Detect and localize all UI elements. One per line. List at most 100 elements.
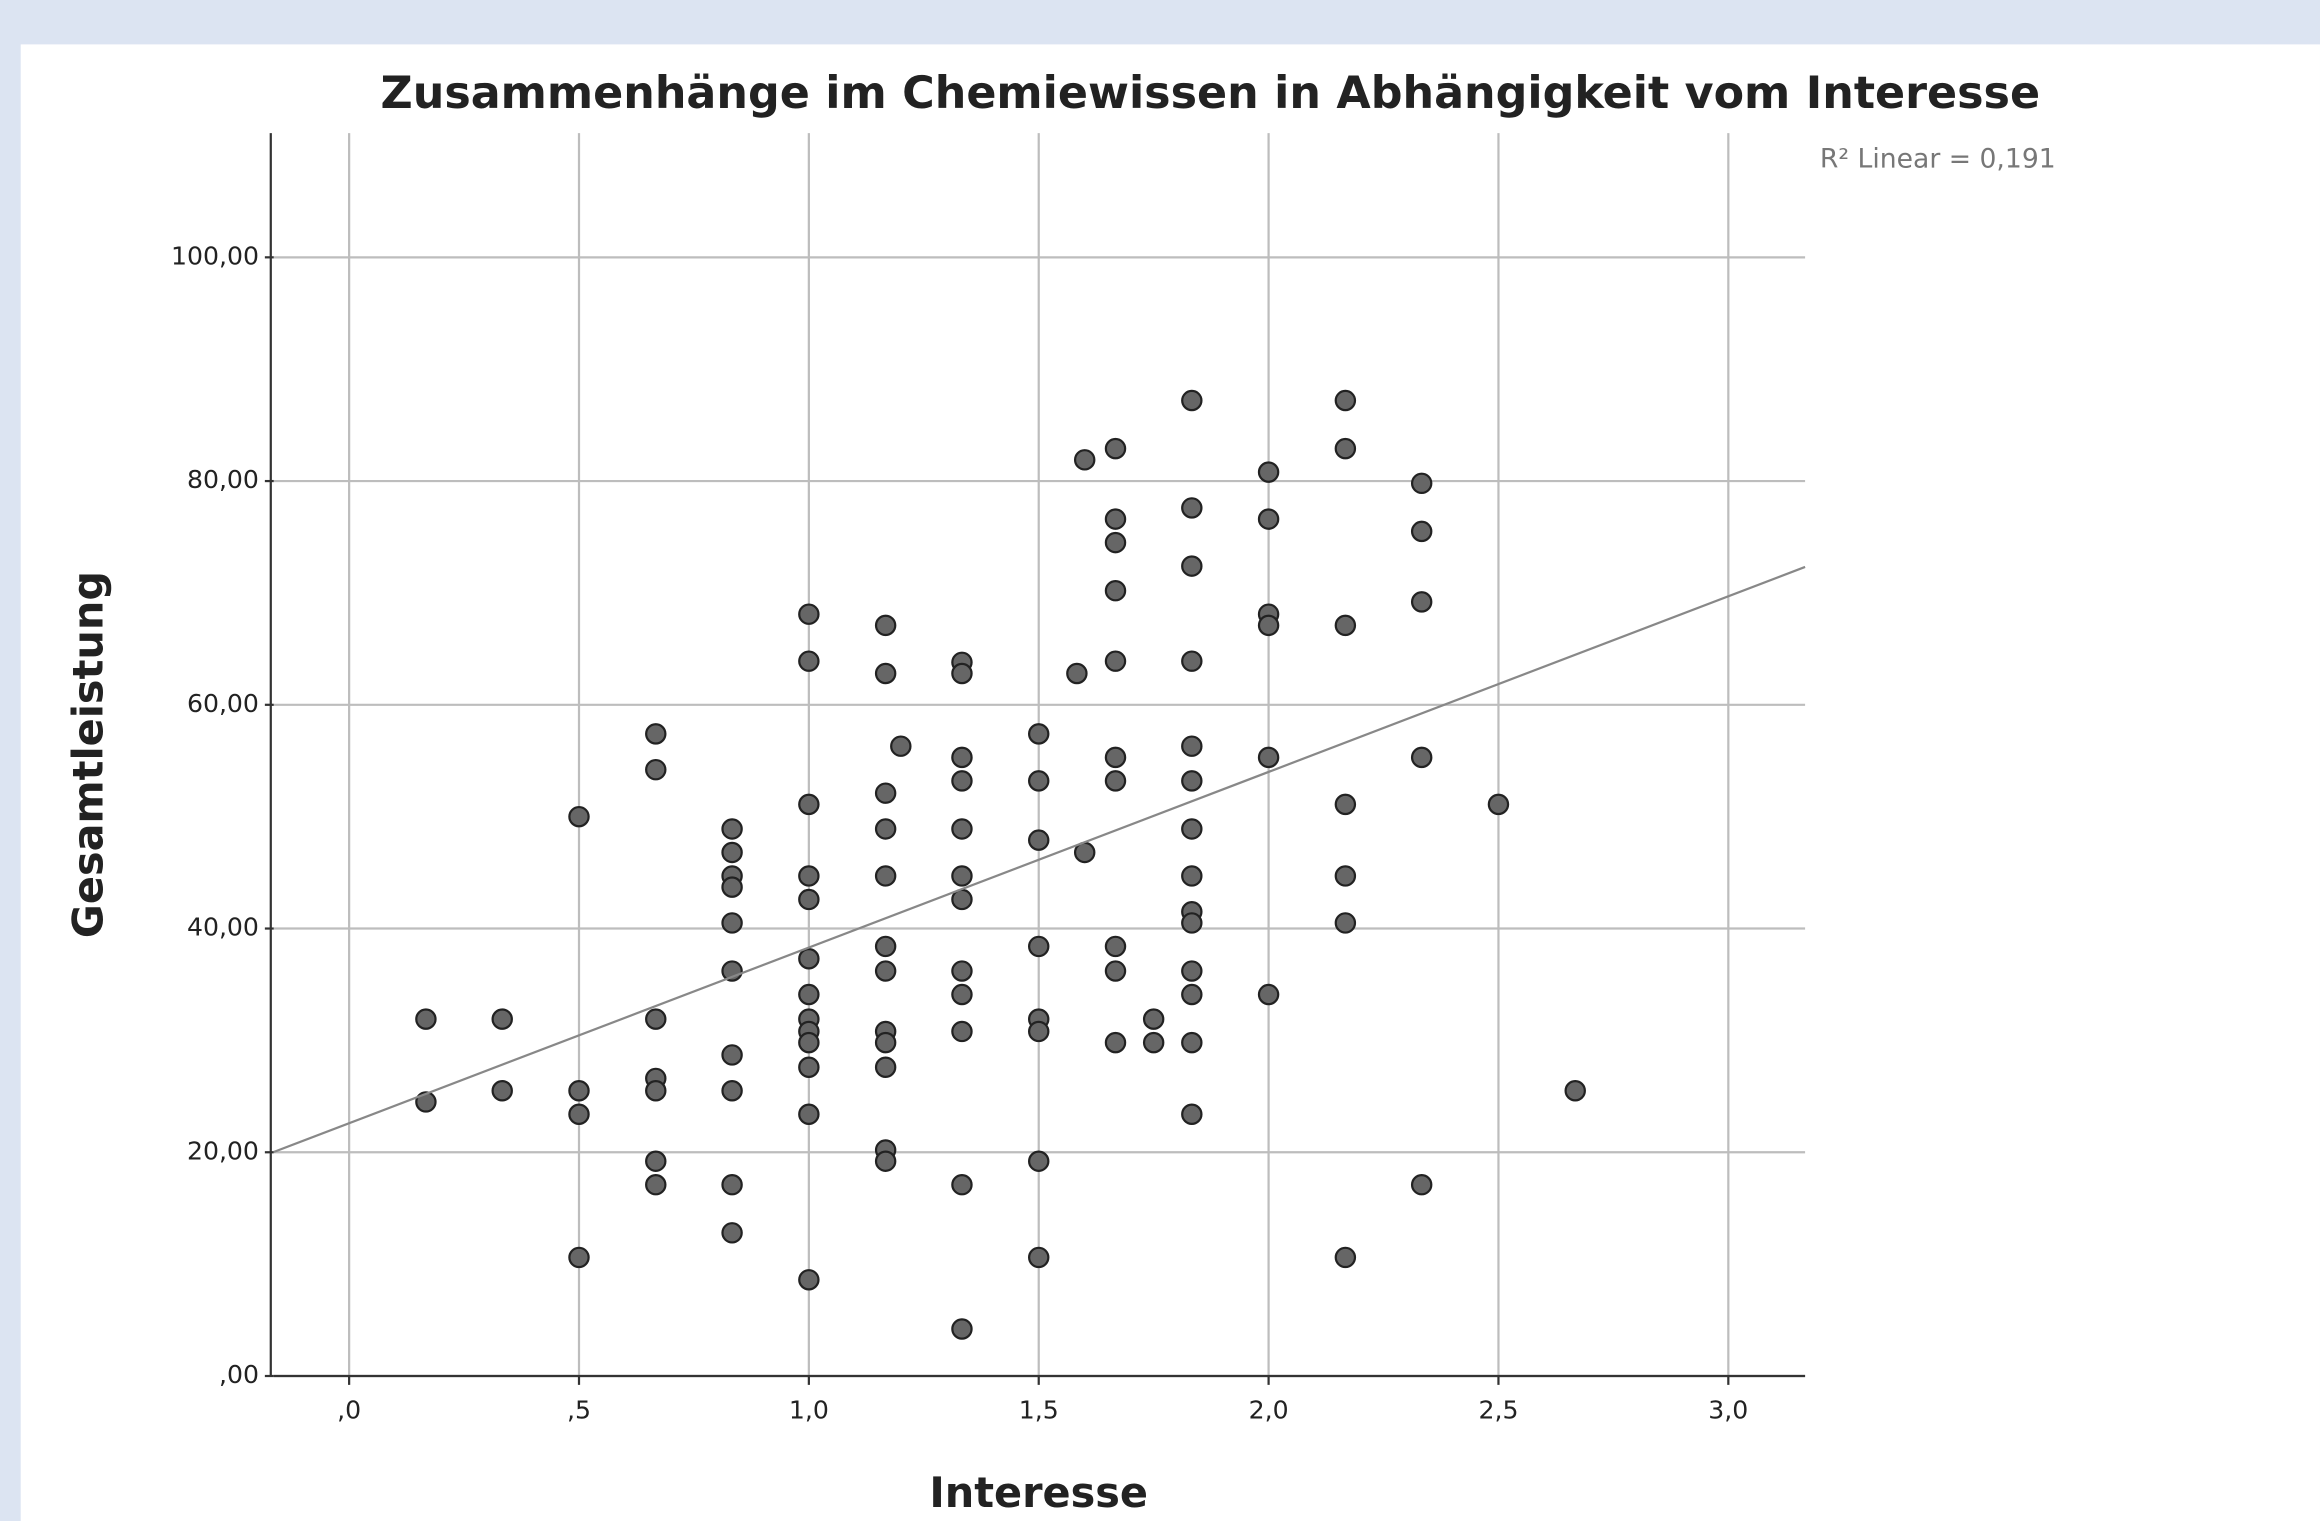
point xyxy=(1104,770,1127,792)
point xyxy=(1334,389,1357,412)
point xyxy=(1181,912,1203,934)
point xyxy=(1334,1246,1357,1269)
point xyxy=(1181,1103,1203,1125)
point xyxy=(874,935,897,958)
point xyxy=(1181,497,1203,519)
point xyxy=(1181,865,1203,887)
point xyxy=(1410,1173,1433,1196)
x-tick-label: 2,0 xyxy=(1249,1396,1289,1425)
point xyxy=(798,983,820,1006)
point xyxy=(1334,614,1357,637)
point xyxy=(1104,508,1127,530)
point xyxy=(1257,983,1280,1006)
point xyxy=(1410,520,1433,543)
point xyxy=(1410,746,1433,769)
point xyxy=(874,818,897,840)
point xyxy=(721,1080,743,1102)
y-tick-label: 40,00 xyxy=(187,913,259,942)
point xyxy=(1410,472,1433,495)
point xyxy=(1142,1031,1165,1054)
point xyxy=(951,1173,973,1196)
point xyxy=(951,662,973,685)
point xyxy=(1027,829,1050,851)
point xyxy=(1181,650,1203,672)
y-tick-label: ,00 xyxy=(219,1360,259,1389)
point xyxy=(568,805,590,828)
point xyxy=(951,960,973,982)
point xyxy=(1104,437,1127,460)
point xyxy=(1487,793,1510,816)
point xyxy=(415,1008,437,1030)
point xyxy=(1564,1080,1586,1102)
point xyxy=(1027,1020,1050,1043)
point xyxy=(951,983,973,1006)
point xyxy=(1027,1150,1050,1172)
annotation: R² Linear = 0,191 xyxy=(1820,143,2056,174)
point xyxy=(951,1020,973,1043)
point xyxy=(491,1008,513,1030)
point xyxy=(1104,579,1127,602)
point xyxy=(1104,935,1127,958)
point xyxy=(1181,1031,1203,1054)
point xyxy=(874,1031,897,1054)
point xyxy=(1181,735,1203,757)
x-tick-label: 2,5 xyxy=(1478,1396,1518,1425)
point xyxy=(798,793,820,816)
point xyxy=(568,1103,590,1125)
x-tick-label: 1,5 xyxy=(1019,1396,1059,1425)
point xyxy=(1181,770,1203,792)
point xyxy=(1334,793,1357,816)
point xyxy=(1027,723,1050,745)
point xyxy=(568,1246,590,1269)
point xyxy=(1334,437,1357,460)
point xyxy=(874,662,897,685)
point xyxy=(951,746,973,769)
y-tick-label: 20,00 xyxy=(187,1136,259,1165)
point xyxy=(1181,983,1203,1006)
x-tick-label: 3,0 xyxy=(1708,1396,1748,1425)
point xyxy=(1181,389,1203,412)
point xyxy=(1066,662,1088,685)
point xyxy=(1104,960,1127,982)
point xyxy=(1257,614,1280,637)
point xyxy=(645,1150,667,1172)
point xyxy=(874,1150,897,1172)
point xyxy=(568,1080,590,1102)
point xyxy=(645,758,667,781)
x-tick-label: 1,0 xyxy=(789,1396,829,1425)
point xyxy=(1104,1031,1127,1054)
point xyxy=(721,818,743,840)
point xyxy=(1073,449,1096,471)
point xyxy=(798,1269,820,1291)
fit-line xyxy=(273,565,1806,1154)
point xyxy=(798,1103,820,1125)
point xyxy=(645,1173,667,1196)
point xyxy=(798,1056,820,1078)
point xyxy=(1104,650,1127,672)
point xyxy=(1104,531,1127,554)
y-tick-label: 100,00 xyxy=(171,241,259,270)
chart-title: Zusammenhänge im Chemiewissen in Abhängi… xyxy=(381,68,2041,119)
point xyxy=(721,912,743,934)
point xyxy=(1410,591,1433,613)
point xyxy=(1334,912,1357,934)
point xyxy=(721,841,743,864)
point xyxy=(1027,1246,1050,1269)
point xyxy=(1181,555,1203,577)
point xyxy=(1104,746,1127,769)
x-tick-label: ,5 xyxy=(567,1396,591,1425)
point xyxy=(951,1318,973,1340)
y-axis-label: Gesamtleistung xyxy=(65,571,113,938)
x-axis-label: Interesse xyxy=(929,1469,1148,1517)
point xyxy=(645,1080,667,1102)
point xyxy=(951,818,973,840)
point xyxy=(798,1031,820,1054)
point xyxy=(798,948,820,970)
point xyxy=(874,865,897,887)
point xyxy=(798,888,820,911)
x-tick-label: ,0 xyxy=(337,1396,361,1425)
y-tick-label: 80,00 xyxy=(187,465,259,494)
point xyxy=(951,865,973,887)
point xyxy=(1257,461,1280,483)
